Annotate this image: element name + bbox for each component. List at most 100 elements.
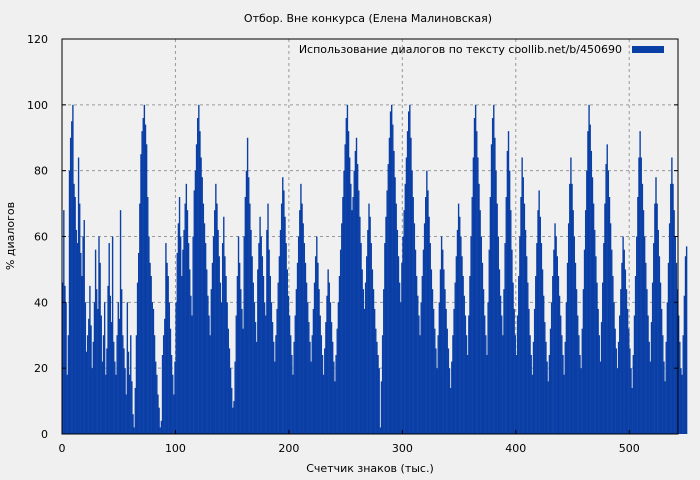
bar: [538, 190, 540, 434]
bar: [459, 216, 461, 434]
bar: [255, 341, 258, 434]
bar: [590, 150, 593, 435]
bar: [142, 118, 144, 434]
bar: [343, 170, 345, 435]
bar: [414, 249, 417, 434]
bar: [215, 183, 217, 434]
bar: [581, 328, 583, 434]
bar: [599, 361, 602, 434]
bar: [244, 197, 247, 434]
bar: [616, 368, 619, 434]
bar: [209, 335, 211, 434]
bar: [665, 341, 667, 434]
bar: [489, 197, 492, 434]
bar: [547, 381, 549, 434]
bar: [89, 285, 91, 435]
bar: [662, 335, 664, 434]
bar: [252, 282, 254, 434]
bar: [597, 308, 599, 434]
bar: [544, 322, 546, 434]
bar: [425, 197, 427, 434]
bar: [626, 308, 629, 434]
bar: [86, 335, 89, 434]
bar: [201, 177, 203, 434]
bar: [673, 210, 675, 434]
bar: [393, 150, 395, 435]
bar: [453, 308, 455, 434]
bar: [641, 183, 644, 434]
bar: [480, 236, 482, 434]
bar: [502, 335, 504, 434]
bar: [341, 223, 343, 434]
bar: [128, 374, 131, 434]
x-tick-label: 300: [392, 442, 413, 455]
bar: [468, 315, 470, 434]
bar: [181, 276, 183, 434]
bar: [114, 361, 116, 434]
bar: [297, 236, 300, 434]
bar: [392, 124, 394, 434]
bar: [651, 282, 654, 434]
bar: [636, 236, 638, 434]
bar: [660, 308, 663, 434]
bar: [125, 394, 127, 434]
bar: [75, 229, 77, 434]
bar: [666, 302, 669, 434]
bar: [428, 216, 430, 434]
bar: [448, 368, 451, 434]
bar: [402, 236, 404, 434]
bar: [325, 322, 327, 434]
bar: [93, 302, 96, 434]
bar: [491, 118, 494, 434]
bar: [401, 262, 403, 434]
bar: [418, 315, 420, 434]
bar: [490, 144, 493, 434]
bar: [498, 269, 501, 434]
bar: [266, 229, 268, 434]
bar: [72, 104, 74, 434]
bar: [411, 170, 413, 435]
bar: [449, 387, 452, 434]
bar: [469, 276, 471, 434]
bar: [345, 118, 347, 434]
bar: [582, 289, 585, 434]
bar: [655, 177, 657, 434]
bar: [503, 289, 505, 434]
bar: [400, 302, 402, 434]
bar: [262, 276, 265, 434]
bar: [511, 249, 513, 434]
bar: [530, 355, 532, 434]
bar: [674, 236, 676, 434]
bar: [550, 302, 553, 434]
bar: [583, 249, 586, 434]
bar: [678, 315, 680, 434]
bar: [80, 252, 82, 434]
bar: [238, 262, 241, 434]
bar: [296, 262, 299, 434]
y-tick-label: 20: [34, 362, 48, 375]
bar: [115, 374, 117, 434]
bar: [177, 223, 180, 434]
bar: [168, 302, 171, 434]
bar: [436, 368, 438, 434]
bar: [232, 407, 234, 434]
bar: [218, 256, 220, 434]
bar: [471, 197, 473, 434]
bar: [326, 295, 328, 434]
bar: [237, 236, 240, 434]
bar: [383, 289, 385, 434]
bar: [454, 282, 456, 434]
bar: [110, 322, 113, 434]
bar: [261, 256, 264, 434]
bar: [269, 276, 271, 434]
chart-title: Отбор. Вне конкурса (Елена Малиновская): [244, 12, 492, 25]
bar: [409, 104, 411, 434]
bar: [248, 177, 250, 434]
bar: [680, 368, 682, 434]
bar: [116, 335, 118, 434]
bar: [208, 315, 210, 434]
bar: [109, 295, 112, 434]
bar: [462, 276, 464, 434]
bar: [639, 131, 641, 435]
bar: [98, 236, 100, 434]
